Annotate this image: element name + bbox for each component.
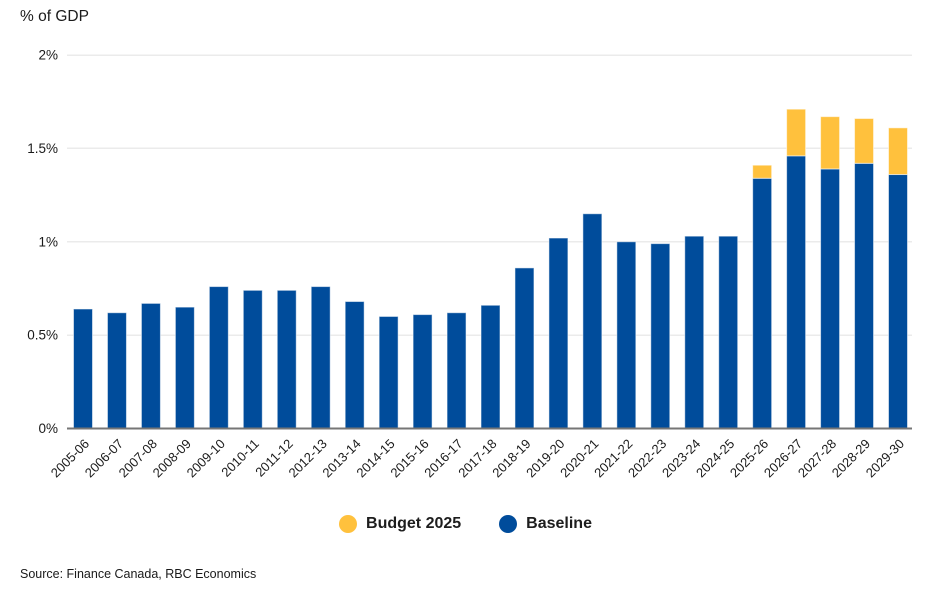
chart-legend: Budget 2025 Baseline [0, 515, 931, 533]
bar-baseline-2027-28 [820, 168, 841, 429]
bar-baseline-2007-08 [140, 302, 161, 429]
legend-item-budget-2025: Budget 2025 [339, 515, 461, 533]
chart-title: % of GDP [20, 8, 89, 25]
bar-baseline-2029-30 [888, 174, 908, 429]
legend-swatch-budget-2025-icon [339, 515, 358, 533]
x-tick-label-2029-30: 2029-30 [863, 436, 907, 480]
bar-baseline-2009-10 [208, 286, 229, 429]
bar-baseline-2021-22 [616, 241, 637, 429]
bar-baseline-2023-24 [684, 235, 705, 429]
bar-budget-2028-29 [854, 117, 875, 164]
bar-baseline-2028-29 [854, 162, 875, 429]
y-tick-label-2%: 2% [38, 48, 58, 63]
bar-baseline-2010-11 [242, 289, 263, 429]
bar-budget-2025-26 [752, 164, 773, 179]
bar-baseline-2008-09 [174, 306, 195, 429]
y-tick-label-0.5%: 0.5% [27, 328, 58, 343]
bar-baseline-2017-18 [480, 304, 501, 429]
bar-budget-2029-30 [888, 127, 908, 176]
bar-baseline-2014-15 [378, 315, 399, 430]
bar-baseline-2018-19 [514, 267, 535, 429]
bar-baseline-2020-21 [582, 213, 603, 429]
bar-chart-canvas: 0%0.5%1%1.5%2%2005-062006-072007-082008-… [27, 48, 912, 480]
bar-baseline-2025-26 [752, 177, 773, 429]
bar-baseline-2011-12 [276, 289, 297, 429]
bar-baseline-2019-20 [548, 237, 569, 429]
bar-budget-2026-27 [786, 108, 807, 157]
bar-baseline-2015-16 [412, 314, 433, 429]
bar-baseline-2024-25 [718, 235, 739, 429]
legend-item-baseline: Baseline [499, 515, 592, 533]
bar-baseline-2013-14 [344, 301, 365, 430]
bar-baseline-2005-06 [73, 308, 93, 430]
legend-swatch-baseline-icon [499, 515, 518, 533]
bar-baseline-2022-23 [650, 243, 671, 429]
bar-budget-2027-28 [820, 116, 841, 170]
bar-baseline-2006-07 [106, 312, 127, 429]
y-tick-label-1%: 1% [38, 234, 58, 249]
bar-baseline-2016-17 [446, 312, 467, 429]
legend-label-budget-2025: Budget 2025 [366, 515, 462, 532]
y-tick-label-1.5%: 1.5% [27, 141, 58, 156]
bar-baseline-2012-13 [310, 286, 331, 429]
source-note: Source: Finance Canada, RBC Economics [20, 567, 257, 581]
legend-label-baseline: Baseline [526, 515, 592, 532]
y-tick-label-0%: 0% [38, 421, 58, 436]
bar-baseline-2026-27 [786, 155, 807, 429]
x-tick-label-2009-10: 2009-10 [184, 436, 228, 480]
